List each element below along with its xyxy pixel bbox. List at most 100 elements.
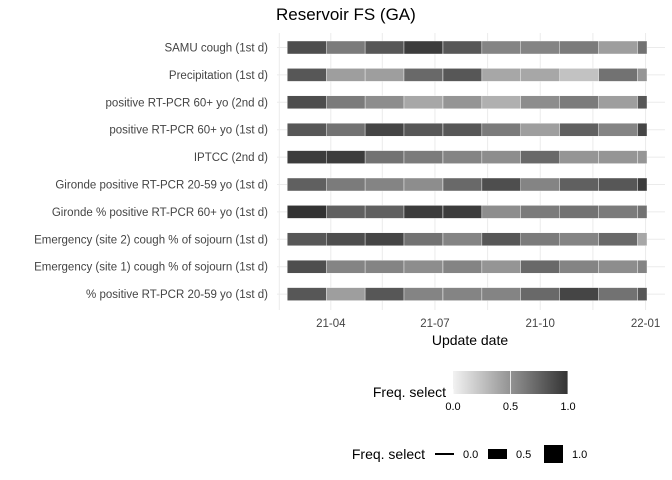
heatmap-cell: [559, 287, 599, 301]
heatmap-cell: [520, 232, 560, 247]
heatmap-cell: [559, 205, 599, 219]
heatmap-cell: [637, 95, 648, 110]
heatmap-cell: [481, 260, 521, 274]
color-legend: Freq. select 0.0 0.5 1.0: [373, 371, 576, 413]
x-axis-ticks: 21-04 21-07 21-10 22-01: [316, 318, 660, 330]
y-axis-label: positive RT-PCR 60+ yo (1st d): [109, 125, 268, 137]
heatmap-cell: [287, 150, 327, 164]
x-tick-label: 22-01: [631, 318, 660, 330]
size-legend-key-medium: [488, 449, 507, 459]
color-legend-tick: 0.0: [445, 401, 460, 413]
heatmap-cell: [326, 40, 366, 55]
heatmap-cell: [481, 68, 521, 82]
heatmap-cell: [637, 68, 648, 82]
heatmap-cell: [403, 150, 444, 164]
heatmap-cell: [442, 150, 483, 164]
heatmap-cell: [598, 232, 638, 247]
heatmap-cell: [520, 122, 560, 137]
heatmap-cell: [326, 95, 366, 110]
heatmap-cell: [326, 122, 366, 137]
heatmap-cell: [559, 177, 599, 192]
heatmap-cell: [326, 287, 366, 301]
size-legend-key-small: [435, 453, 454, 455]
heatmap-cell: [326, 150, 366, 164]
heatmap-cell: [403, 232, 444, 247]
heatmap-cell: [481, 177, 521, 192]
heatmap-cell: [520, 177, 560, 192]
size-legend-tick: 0.5: [516, 449, 531, 461]
heatmap-cell: [598, 95, 638, 110]
heatmap-cell: [364, 40, 405, 55]
heatmap-cell: [481, 232, 521, 247]
heatmap-cell: [403, 122, 444, 137]
y-axis-label: Gironde positive RT-PCR 20-59 yo (1st d): [55, 180, 268, 192]
heatmap-cell: [403, 287, 444, 301]
heatmap-cell: [287, 40, 327, 55]
heatmap-cell: [326, 232, 366, 247]
heatmap-cell: [364, 287, 405, 301]
heatmap-cell: [442, 177, 483, 192]
heatmap-cell: [287, 232, 327, 247]
size-legend-title: Freq. select: [352, 446, 425, 462]
heatmap-cell: [287, 260, 327, 274]
heatmap-cell: [287, 95, 327, 110]
heatmap-cell: [403, 205, 444, 219]
heatmap-cell: [637, 205, 648, 219]
heatmap-cell: [442, 287, 483, 301]
heatmap-cell: [559, 150, 599, 164]
heatmap-cell: [326, 260, 366, 274]
heatmap-cell: [598, 68, 638, 82]
heatmap-cell: [287, 177, 327, 192]
heatmap-cell: [520, 95, 560, 110]
heatmap-cell: [559, 95, 599, 110]
heatmap-cell: [559, 260, 599, 274]
heatmap-cell: [637, 232, 648, 247]
heatmap-cell: [287, 68, 327, 82]
x-tick-label: 21-04: [316, 318, 346, 330]
heatmap-cell: [559, 40, 599, 55]
heatmap-cell: [520, 150, 560, 164]
size-legend-key-large: [544, 445, 563, 463]
heatmap-cell: [442, 205, 483, 219]
color-legend-title: Freq. select: [373, 384, 446, 400]
heatmap-cell: [287, 205, 327, 219]
heatmap-cell: [403, 68, 444, 82]
heatmap-cell: [364, 68, 405, 82]
heatmap-cell: [481, 150, 521, 164]
heatmap-cell: [442, 122, 483, 137]
heatmap-cell: [637, 122, 648, 137]
heatmap-cell: [442, 68, 483, 82]
y-axis-label: SAMU cough (1st d): [164, 43, 268, 55]
x-tick-label: 21-07: [420, 318, 449, 330]
heatmap-cell: [364, 232, 405, 247]
heatmap-cell: [520, 260, 560, 274]
heatmap-cell: [364, 150, 405, 164]
heatmap-cell: [481, 40, 521, 55]
y-axis-label: IPTCC (2nd d): [194, 152, 268, 164]
y-axis-label: Precipitation (1st d): [169, 70, 268, 82]
heatmap-cell: [598, 205, 638, 219]
y-axis-labels: SAMU cough (1st d) Precipitation (1st d) p…: [34, 43, 268, 302]
heatmap-cell: [403, 260, 444, 274]
y-axis-label: % positive RT-PCR 20-59 yo (1st d): [86, 289, 268, 301]
heatmap-cell: [637, 40, 648, 55]
heatmap-cell: [442, 232, 483, 247]
heatmap-cell: [637, 287, 648, 301]
heatmap-cell: [559, 122, 599, 137]
heatmap-cell: [403, 95, 444, 110]
heatmap-cell: [598, 122, 638, 137]
color-legend-tick: 1.0: [560, 401, 575, 413]
heatmap-cell: [364, 260, 405, 274]
size-legend-tick: 0.0: [463, 449, 478, 461]
heatmap-cell: [559, 232, 599, 247]
heatmap-cell: [326, 205, 366, 219]
x-tick-label: 21-10: [526, 318, 555, 330]
color-legend-tick: 0.5: [503, 401, 518, 413]
heatmap-cell: [364, 122, 405, 137]
heatmap-cell: [287, 122, 327, 137]
y-axis-label: positive RT-PCR 60+ yo (2nd d): [106, 97, 269, 109]
x-axis-title: Update date: [432, 332, 508, 348]
heatmap-cell: [364, 205, 405, 219]
heatmap-cell: [481, 95, 521, 110]
